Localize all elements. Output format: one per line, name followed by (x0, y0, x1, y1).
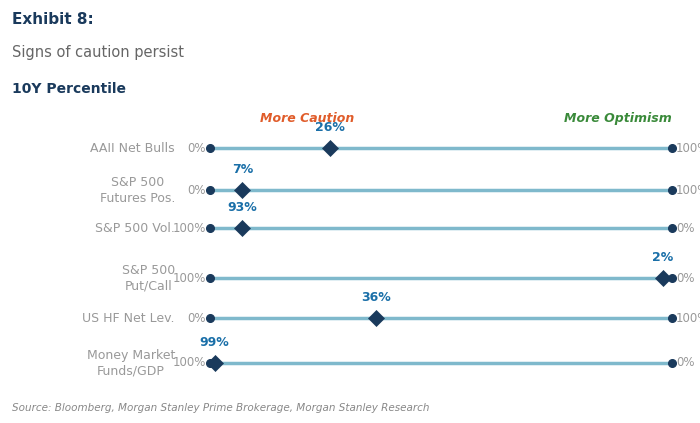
Text: More Caution: More Caution (260, 112, 354, 125)
Text: 93%: 93% (228, 201, 257, 214)
Text: 100%: 100% (173, 272, 206, 285)
Text: 7%: 7% (232, 163, 253, 176)
Text: 10Y Percentile: 10Y Percentile (12, 82, 126, 96)
Text: 99%: 99% (199, 336, 230, 349)
Text: Money Market
Funds/GDP: Money Market Funds/GDP (87, 349, 175, 377)
Text: 100%: 100% (173, 222, 206, 234)
Text: 0%: 0% (676, 222, 694, 234)
Text: S&P 500 Vol.: S&P 500 Vol. (95, 222, 175, 234)
Text: 100%: 100% (676, 142, 700, 154)
Text: 0%: 0% (188, 311, 206, 324)
Text: 26%: 26% (315, 121, 345, 134)
Text: 36%: 36% (361, 291, 391, 304)
Text: 0%: 0% (188, 184, 206, 197)
Text: S&P 500
Put/Call: S&P 500 Put/Call (122, 264, 175, 292)
Text: 100%: 100% (676, 311, 700, 324)
Text: 0%: 0% (188, 142, 206, 154)
Text: Exhibit 8:: Exhibit 8: (12, 12, 94, 27)
Text: 0%: 0% (676, 357, 694, 370)
Text: 2%: 2% (652, 251, 673, 264)
Text: 0%: 0% (676, 272, 694, 285)
Text: 100%: 100% (676, 184, 700, 197)
Text: 100%: 100% (173, 357, 206, 370)
Text: US HF Net Lev.: US HF Net Lev. (83, 311, 175, 324)
Text: AAII Net Bulls: AAII Net Bulls (90, 142, 175, 154)
Text: Signs of caution persist: Signs of caution persist (12, 45, 184, 60)
Text: More Optimism: More Optimism (564, 112, 672, 125)
Text: Source: Bloomberg, Morgan Stanley Prime Brokerage, Morgan Stanley Research: Source: Bloomberg, Morgan Stanley Prime … (12, 403, 430, 413)
Text: S&P 500
Futures Pos.: S&P 500 Futures Pos. (99, 176, 175, 204)
